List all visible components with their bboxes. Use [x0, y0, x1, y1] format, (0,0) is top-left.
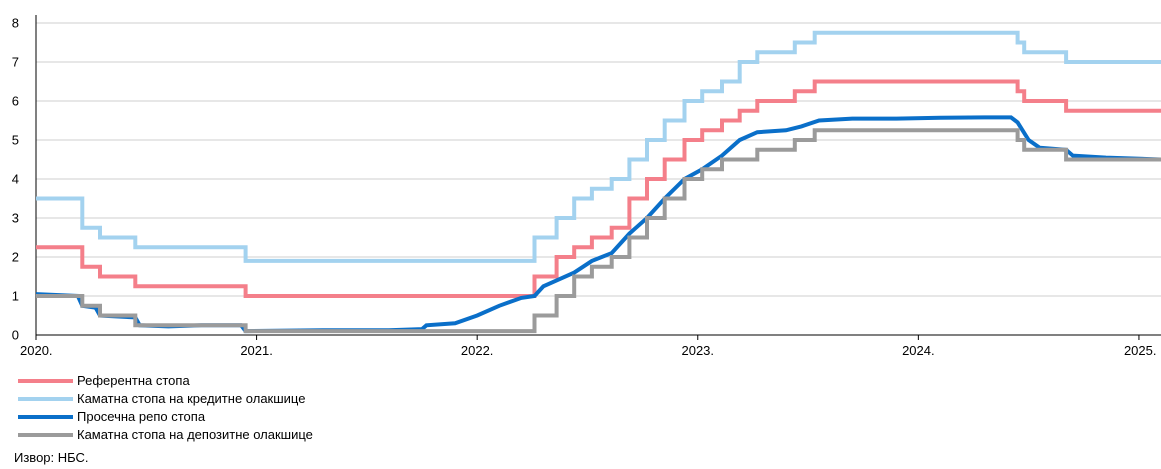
y-tick-label: 2: [12, 250, 19, 265]
y-tick-label: 0: [12, 328, 19, 343]
legend: Референтна стопа Каматна стопа на кредит…: [18, 372, 313, 444]
legend-swatch: [18, 379, 73, 383]
series-line: [36, 30, 1161, 263]
y-tick-label: 7: [12, 55, 19, 70]
y-tick-label: 3: [12, 211, 19, 226]
series-line: [35, 115, 1161, 334]
series-line: [36, 79, 1161, 298]
y-tick-label: 5: [12, 133, 19, 148]
legend-swatch: [18, 415, 73, 419]
series-lines: [35, 30, 1161, 334]
y-axis: 0 1 2 3 4 5 6 7 8: [12, 16, 19, 343]
x-tick-label: 2020.: [20, 343, 53, 358]
legend-swatch: [18, 433, 73, 437]
series-line: [36, 128, 1161, 334]
source-note: Извор: НБС.: [14, 450, 89, 465]
x-tick-label: 2025.: [1124, 343, 1157, 358]
legend-label: Просечна репо стопа: [77, 409, 206, 424]
legend-item-reference-rate: Референтна стопа: [18, 372, 313, 390]
legend-swatch: [18, 397, 73, 401]
x-tick-label: 2023.: [681, 343, 714, 358]
legend-item-deposit-facility-rate: Каматна стопа на депозитне олакшице: [18, 426, 313, 444]
legend-label: Каматна стопа на кредитне олакшице: [77, 391, 306, 406]
y-tick-label: 4: [12, 172, 19, 187]
legend-label: Референтна стопа: [77, 373, 190, 388]
legend-label: Каматна стопа на депозитне олакшице: [77, 427, 313, 442]
x-tick-label: 2022.: [461, 343, 494, 358]
legend-item-lending-facility-rate: Каматна стопа на кредитне олакшице: [18, 390, 313, 408]
x-tick-label: 2024.: [902, 343, 935, 358]
y-tick-label: 8: [12, 16, 19, 31]
gridlines: [36, 22, 1161, 297]
y-tick-label: 1: [12, 289, 19, 304]
line-chart: 0 1 2 3 4 5 6 7 8 2020. 2021. 2022. 2023. 2024. 2025.: [12, 15, 1161, 358]
y-tick-label: 6: [12, 94, 19, 109]
x-tick-label: 2021.: [240, 343, 273, 358]
x-axis: 2020. 2021. 2022. 2023. 2024. 2025.: [20, 15, 1161, 358]
legend-item-average-repo-rate: Просечна репо стопа: [18, 408, 313, 426]
